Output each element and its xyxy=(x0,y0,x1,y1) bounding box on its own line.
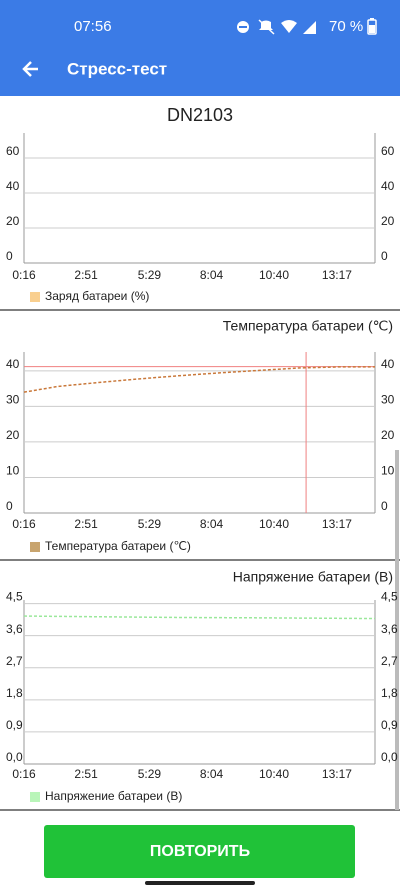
scrollbar xyxy=(395,450,399,810)
battery-icon xyxy=(367,18,377,35)
y2-tick-label: 0 xyxy=(381,499,388,513)
legend-label: Напряжение батареи (В) xyxy=(45,789,182,803)
y2-tick-label: 2,7 xyxy=(381,654,398,668)
header-bg xyxy=(0,0,400,96)
y2-tick-label: 40 xyxy=(381,179,395,193)
x-tick-label: 2:51 xyxy=(74,767,98,781)
y2-tick-label: 40 xyxy=(381,357,395,371)
legend-swatch xyxy=(30,542,40,552)
repeat-button[interactable] xyxy=(44,825,355,878)
x-tick-label: 13:17 xyxy=(322,268,352,282)
back-button[interactable] xyxy=(22,61,38,77)
y-tick-label: 60 xyxy=(6,144,20,158)
y2-tick-label: 30 xyxy=(381,393,395,407)
y-tick-label: 0,9 xyxy=(6,718,23,732)
x-tick-label: 0:16 xyxy=(12,517,36,531)
y2-tick-label: 1,8 xyxy=(381,686,398,700)
y2-tick-label: 0,0 xyxy=(381,750,398,764)
y-tick-label: 1,8 xyxy=(6,686,23,700)
y2-tick-label: 3,6 xyxy=(381,622,398,636)
y2-tick-label: 0 xyxy=(381,249,388,263)
x-tick-label: 10:40 xyxy=(259,517,289,531)
status-time: 07:56 xyxy=(74,18,112,35)
y-tick-label: 0,0 xyxy=(6,750,23,764)
series-line xyxy=(23,366,375,393)
status-battery: 70 % xyxy=(329,18,363,35)
x-tick-label: 8:04 xyxy=(200,767,224,781)
y-tick-label: 2,7 xyxy=(6,654,23,668)
x-tick-label: 2:51 xyxy=(74,517,98,531)
x-tick-label: 10:40 xyxy=(259,268,289,282)
y-tick-label: 40 xyxy=(6,179,20,193)
chart-title: Температура батареи (℃) xyxy=(223,318,393,334)
legend-swatch xyxy=(30,792,40,802)
device-name: DN2103 xyxy=(167,105,233,125)
app-title: Стресс-тест xyxy=(67,59,167,78)
y-tick-label: 3,6 xyxy=(6,622,23,636)
x-tick-label: 10:40 xyxy=(259,767,289,781)
x-tick-label: 13:17 xyxy=(322,767,352,781)
y2-tick-label: 20 xyxy=(381,428,395,442)
y-tick-label: 10 xyxy=(6,464,20,478)
legend-label: Температура батареи (℃) xyxy=(45,539,191,553)
y-tick-label: 0 xyxy=(6,499,13,513)
x-tick-label: 0:16 xyxy=(12,767,36,781)
x-tick-label: 5:29 xyxy=(138,268,162,282)
x-tick-label: 8:04 xyxy=(200,517,224,531)
legend-label: Заряд батареи (%) xyxy=(45,289,149,303)
y-tick-label: 20 xyxy=(6,214,20,228)
y2-tick-label: 0,9 xyxy=(381,718,398,732)
y2-tick-label: 60 xyxy=(381,144,395,158)
x-tick-label: 8:04 xyxy=(200,268,224,282)
x-tick-label: 13:17 xyxy=(322,517,352,531)
repeat-button-label: ПОВТОРИТЬ xyxy=(150,843,250,860)
chart-title: Напряжение батареи (В) xyxy=(233,569,393,585)
x-tick-label: 2:51 xyxy=(74,268,98,282)
x-tick-label: 5:29 xyxy=(138,517,162,531)
x-tick-label: 0:16 xyxy=(12,268,36,282)
y-tick-label: 4,5 xyxy=(6,590,23,604)
y-tick-label: 20 xyxy=(6,428,20,442)
y-tick-label: 40 xyxy=(6,357,20,371)
status-icons xyxy=(237,19,316,35)
y2-tick-label: 4,5 xyxy=(381,590,398,604)
legend-swatch xyxy=(30,292,40,302)
series-line xyxy=(23,615,376,620)
y2-tick-label: 20 xyxy=(381,214,395,228)
y2-tick-label: 10 xyxy=(381,464,395,478)
home-indicator xyxy=(145,881,255,885)
x-tick-label: 5:29 xyxy=(138,767,162,781)
y-tick-label: 0 xyxy=(6,249,13,263)
y-tick-label: 30 xyxy=(6,393,20,407)
